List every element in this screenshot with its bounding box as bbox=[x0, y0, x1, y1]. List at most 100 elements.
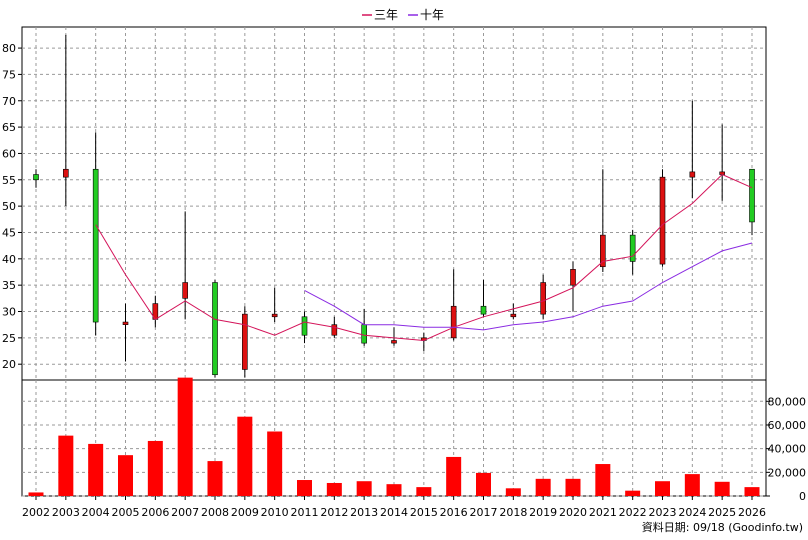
volume-bar bbox=[356, 481, 372, 496]
volume-tick-label: 0 bbox=[799, 490, 806, 503]
moving-average-lines bbox=[95, 173, 753, 342]
x-tick-label: 2004 bbox=[82, 506, 110, 519]
candle-body bbox=[600, 234, 606, 268]
candle-body bbox=[92, 168, 99, 323]
volume-bar bbox=[565, 478, 581, 496]
x-tick-label: 2017 bbox=[470, 506, 498, 519]
x-tick-label: 2002 bbox=[22, 506, 50, 519]
volume-tick-label: 20,000 bbox=[768, 466, 807, 479]
price-grid bbox=[21, 26, 767, 381]
x-tick-label: 2024 bbox=[678, 506, 706, 519]
ma-line bbox=[95, 173, 753, 342]
volume-bar bbox=[267, 431, 283, 496]
price-tick-label: 75 bbox=[2, 68, 16, 81]
x-tick-label: 2010 bbox=[261, 506, 289, 519]
volume-bar bbox=[505, 488, 521, 496]
x-tick-label: 2012 bbox=[320, 506, 348, 519]
volume-bar bbox=[535, 478, 551, 496]
candle-body bbox=[480, 305, 487, 315]
volume-axis: 0 20,000 40,000 60,000 80,000 bbox=[766, 395, 806, 503]
volume-bar bbox=[147, 440, 163, 496]
candle-body bbox=[212, 282, 218, 376]
price-tick-label: 30 bbox=[2, 306, 16, 319]
candles bbox=[33, 34, 755, 378]
volume-tick-label: 40,000 bbox=[768, 443, 807, 456]
candle-body bbox=[33, 174, 39, 181]
volume-bar bbox=[118, 455, 133, 496]
volume-bar bbox=[207, 461, 223, 496]
x-tick-label: 2018 bbox=[499, 506, 527, 519]
volume-grid bbox=[21, 379, 767, 497]
candle-body bbox=[689, 171, 696, 178]
price-tick-label: 25 bbox=[2, 332, 16, 345]
legend-label: 三年 bbox=[374, 8, 398, 22]
x-tick-label: 2026 bbox=[738, 506, 766, 519]
volume-bar bbox=[177, 377, 193, 496]
legend-label: 十年 bbox=[420, 8, 444, 22]
volume-bar bbox=[28, 492, 44, 496]
price-tick-label: 35 bbox=[2, 279, 16, 292]
x-tick-label: 2019 bbox=[529, 506, 557, 519]
candle-body bbox=[361, 324, 367, 344]
x-tick-label: 2023 bbox=[649, 506, 677, 519]
price-tick-label: 45 bbox=[2, 226, 16, 239]
x-tick-label: 2015 bbox=[410, 506, 438, 519]
volume-bar bbox=[744, 487, 760, 496]
volume-bar bbox=[446, 456, 462, 496]
x-axis: 2002 2003 2004 2005 2006 2007 2008 2009 2010 2011… bbox=[22, 496, 766, 519]
x-tick-label: 2006 bbox=[141, 506, 169, 519]
x-tick-label: 2016 bbox=[440, 506, 468, 519]
x-tick-label: 2013 bbox=[350, 506, 378, 519]
price-tick-label: 20 bbox=[2, 358, 16, 371]
candle-body bbox=[450, 305, 457, 339]
candle-body bbox=[659, 176, 666, 265]
x-tick-label: 2008 bbox=[201, 506, 229, 519]
volume-bar bbox=[237, 416, 253, 496]
x-tick-label: 2007 bbox=[171, 506, 199, 519]
x-tick-label: 2022 bbox=[619, 506, 647, 519]
volume-bar bbox=[58, 435, 74, 496]
volume-bar bbox=[297, 480, 312, 496]
volume-tick-label: 80,000 bbox=[768, 395, 807, 408]
volume-bar bbox=[684, 474, 700, 496]
volume-bar bbox=[714, 481, 730, 496]
x-tick-label: 2009 bbox=[231, 506, 259, 519]
price-tick-label: 55 bbox=[2, 174, 16, 187]
volume-bars bbox=[28, 377, 760, 496]
volume-bar bbox=[386, 484, 402, 496]
volume-bar bbox=[88, 443, 104, 496]
volume-bar bbox=[595, 464, 611, 496]
price-axis: 20 25 30 35 40 45 50 55 60 65 70 75 80 bbox=[2, 42, 22, 371]
x-tick-label: 2014 bbox=[380, 506, 408, 519]
ma-line bbox=[304, 242, 753, 331]
candle-body bbox=[331, 324, 338, 336]
price-tick-label: 40 bbox=[2, 253, 16, 266]
data-date-footer: 資料日期: 09/18 (Goodinfo.tw) bbox=[642, 520, 803, 534]
volume-bar bbox=[326, 482, 342, 496]
volume-tick-label: 60,000 bbox=[768, 419, 807, 432]
volume-bar bbox=[655, 481, 670, 496]
x-tick-label: 2003 bbox=[52, 506, 80, 519]
x-tick-label: 2025 bbox=[708, 506, 736, 519]
candle-body bbox=[391, 340, 397, 344]
candle-body bbox=[63, 168, 69, 178]
volume-bar bbox=[416, 487, 432, 496]
volume-bar bbox=[476, 472, 491, 496]
price-tick-label: 70 bbox=[2, 95, 16, 108]
price-tick-label: 60 bbox=[2, 147, 16, 160]
candle-body bbox=[540, 282, 546, 315]
candle-body bbox=[301, 316, 308, 336]
price-tick-label: 80 bbox=[2, 42, 16, 55]
candle-body bbox=[510, 313, 517, 318]
x-tick-label: 2011 bbox=[291, 506, 319, 519]
legend: 三年 十年 bbox=[362, 8, 444, 22]
x-tick-label: 2021 bbox=[589, 506, 617, 519]
x-tick-label: 2005 bbox=[112, 506, 140, 519]
candle-body bbox=[271, 313, 278, 318]
candle-body bbox=[242, 313, 248, 370]
candle-body bbox=[570, 269, 576, 286]
x-tick-label: 2020 bbox=[559, 506, 587, 519]
candle-body bbox=[749, 168, 755, 223]
price-tick-label: 50 bbox=[2, 200, 16, 213]
